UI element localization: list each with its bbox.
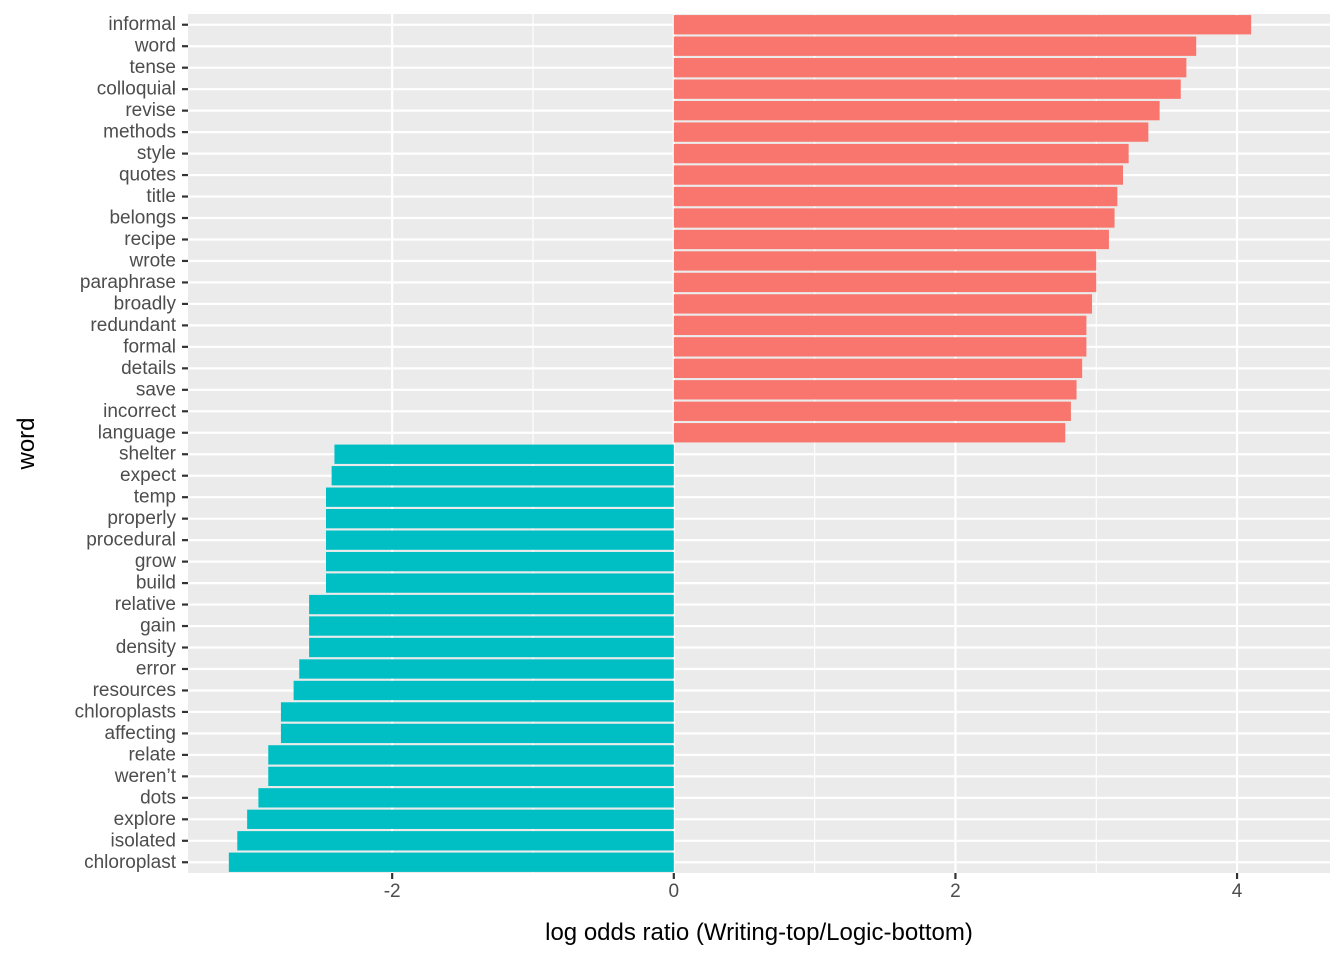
bar-recipe [673,229,1109,250]
y-tick-label: dots [140,787,176,808]
y-axis-title: word [13,417,40,470]
bar-incorrect [673,401,1071,421]
bar-chloroplast [228,852,674,872]
bar-chloroplasts [280,702,674,722]
x-tick-label: 2 [950,881,961,902]
bar-methods [673,122,1149,142]
plot-panel [188,14,1330,873]
bar-relate [268,745,674,765]
y-tick-label: properly [107,508,176,529]
bar-error [299,659,674,679]
bar-isolated [237,831,674,851]
bar-properly [325,508,674,529]
y-tick-label: broadly [114,293,177,314]
y-tick-label: redundant [90,315,176,336]
y-tick-label: chloroplasts [75,701,176,722]
x-tick-label: 4 [1232,881,1243,902]
y-axis: informalwordtensecolloquialrevisemethods… [75,14,188,873]
y-tick-label: incorrect [103,401,177,422]
y-tick-label: isolated [111,830,177,851]
x-tick-label: 0 [669,881,680,902]
y-tick-label: explore [114,809,176,830]
bar-procedural [325,530,674,550]
bar-save [673,380,1077,400]
y-tick-label: word [134,36,176,57]
x-tick-label: -2 [384,881,401,902]
bar-formal [673,337,1087,357]
y-tick-label: colloquial [97,79,176,100]
y-tick-label: style [137,143,176,164]
y-tick-label: tense [130,57,176,78]
y-tick-label: procedural [86,530,176,551]
bar-belongs [673,208,1115,228]
y-tick-label: language [98,422,176,443]
y-tick-label: relative [115,594,176,615]
bar-gain [309,616,674,636]
x-axis-title: log odds ratio (Writing-top/Logic-bottom… [545,919,973,946]
y-tick-label: density [116,637,177,658]
x-axis: -2 0 2 4 [384,873,1243,902]
y-tick-label: temp [134,487,176,508]
bar-broadly [673,294,1093,314]
bar-build [325,573,674,593]
bar-affecting [280,723,674,744]
bars [228,15,1252,872]
bar-tense [673,58,1187,78]
bar-shelter [334,444,674,464]
y-tick-label: gain [140,616,176,637]
y-tick-label: title [146,186,176,207]
y-tick-label: wrote [129,250,176,271]
y-tick-label: details [121,358,176,379]
bar-quotes [673,165,1124,185]
y-tick-label: shelter [119,444,177,465]
bar-temp [325,487,674,507]
y-tick-label: revise [125,100,176,121]
bar-dots [258,788,674,808]
y-tick-label: error [136,658,177,679]
bar-language [673,423,1066,443]
bar-title [673,186,1118,207]
bar-word [673,36,1197,56]
bar-colloquial [673,79,1181,99]
y-tick-label: expect [120,465,177,486]
y-tick-label: weren’t [114,766,177,787]
bar-relative [309,594,674,615]
y-tick-label: affecting [105,723,176,744]
bar-style [673,143,1129,164]
bar-paraphrase [673,272,1097,293]
y-tick-label: quotes [119,165,176,186]
y-tick-label: paraphrase [80,272,176,293]
bar-details [673,358,1083,379]
y-tick-label: chloroplast [84,852,177,873]
y-tick-label: informal [108,14,176,35]
y-tick-label: belongs [109,208,176,229]
y-tick-label: grow [135,551,176,572]
y-tick-label: methods [103,122,176,143]
bar-expect [331,466,674,486]
bar-grow [325,551,674,572]
bar-weren-t [268,766,674,787]
bar-informal [673,15,1252,35]
bar-resources [293,680,674,701]
y-tick-label: relate [128,744,176,765]
bar-wrote [673,251,1097,271]
y-tick-label: save [136,379,176,400]
y-tick-label: recipe [124,229,176,250]
bar-revise [673,100,1160,121]
y-tick-label: build [136,573,176,594]
bar-explore [247,809,674,829]
y-tick-label: resources [93,680,176,701]
bar-density [309,637,674,658]
bar-redundant [673,315,1087,336]
y-tick-label: formal [123,336,176,357]
